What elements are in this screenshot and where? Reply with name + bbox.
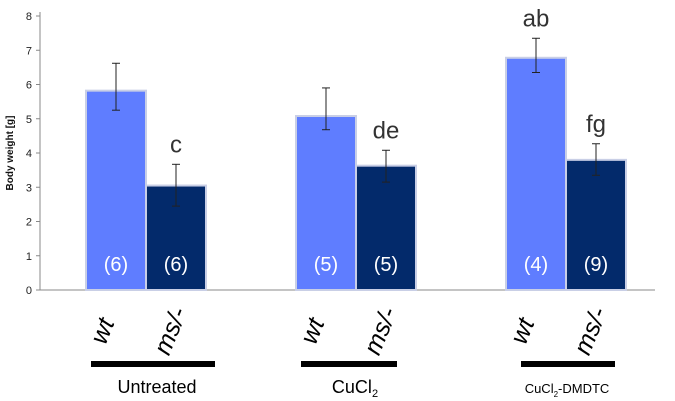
genotype-label: ms/- <box>568 303 612 359</box>
genotype-label: wt <box>295 313 331 348</box>
group-label: CuCl2 <box>332 377 378 400</box>
y-axis-title: Body weight [g] <box>5 116 16 191</box>
sample-size-label: (5) <box>314 254 338 276</box>
bar <box>145 184 207 292</box>
sample-size-label: (9) <box>584 254 608 276</box>
genotype-label: ms/- <box>148 303 192 359</box>
y-tick-label: 1 <box>26 251 32 263</box>
genotype-label: wt <box>505 313 541 348</box>
bar <box>355 164 417 291</box>
sample-size-label: (5) <box>374 254 398 276</box>
sample-size-label: (6) <box>104 254 128 276</box>
bar <box>85 89 147 292</box>
significance-label: de <box>373 117 400 144</box>
sample-size-label: (6) <box>164 254 188 276</box>
chart-bars <box>85 37 627 292</box>
y-tick-label: 3 <box>26 182 32 194</box>
y-tick-label: 8 <box>26 11 32 23</box>
genotype-label: wt <box>85 313 121 348</box>
group-label: CuCl2-DMDTC <box>525 381 610 399</box>
y-tick-label: 5 <box>26 114 32 126</box>
y-tick-label: 7 <box>26 45 32 57</box>
bar <box>295 115 357 292</box>
significance-label: fg <box>586 111 606 138</box>
significance-label: ab <box>523 5 550 32</box>
significance-label: c <box>170 131 182 158</box>
bar <box>565 158 627 291</box>
genotype-label: ms/- <box>358 303 402 359</box>
sample-size-label: (4) <box>524 254 548 276</box>
y-tick-label: 2 <box>26 217 32 229</box>
y-tick-label: 6 <box>26 80 32 92</box>
y-tick-label: 0 <box>26 285 32 297</box>
group-label: Untreated <box>117 377 196 397</box>
y-tick-label: 4 <box>26 148 32 160</box>
